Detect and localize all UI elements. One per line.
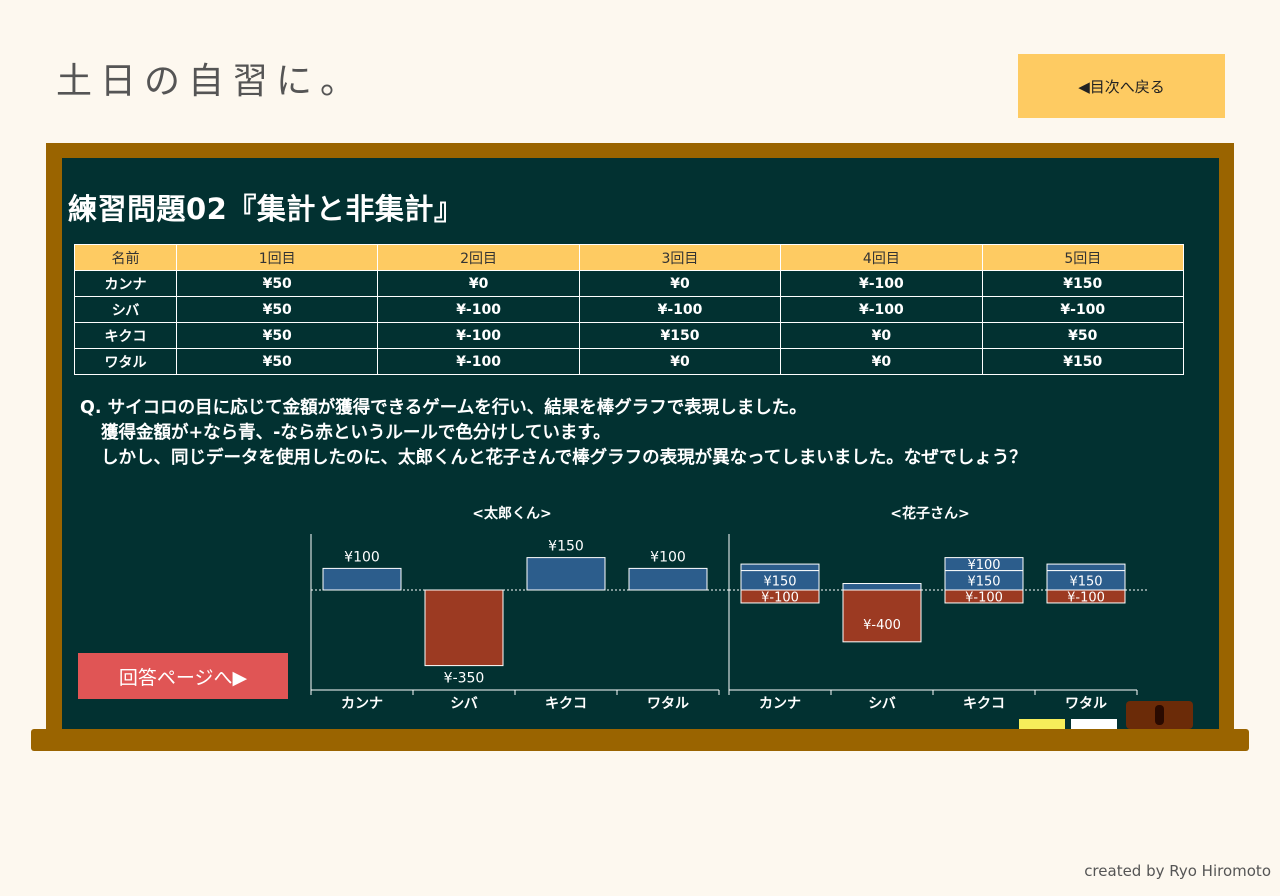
question-line: Q. サイコロの目に応じて金額が獲得できるゲームを行い、結果を棒グラフで表現しま… — [80, 398, 807, 418]
table-row: ワタル ¥50 ¥-100 ¥0 ¥0 ¥150 — [74, 348, 1185, 375]
table-cell: シバ — [74, 296, 177, 323]
table-cell: カンナ — [74, 270, 177, 297]
back-to-contents-button[interactable]: ◀目次へ戻る — [1018, 54, 1225, 118]
table-cell: ¥-100 — [981, 296, 1185, 323]
table-cell: ¥-100 — [780, 296, 983, 323]
table-header-row: 名前 1回目 2回目 3回目 4回目 5回目 — [74, 244, 1185, 271]
table-cell: ¥0 — [578, 348, 782, 375]
exercise-title: 練習問題02『集計と非集計』 — [68, 192, 464, 226]
answer-page-button[interactable]: 回答ページへ▶ — [78, 653, 288, 699]
column-header: 4回目 — [780, 244, 983, 271]
question-line: 獲得金額が+なら青、-なら赤というルールで色分けしています。 — [101, 423, 611, 443]
column-header: 1回目 — [175, 244, 379, 271]
table-cell: ¥0 — [578, 270, 782, 297]
table-cell: ¥150 — [981, 270, 1185, 297]
table-cell: ¥150 — [981, 348, 1185, 375]
table-cell: ワタル — [74, 348, 177, 375]
score-table: 名前 1回目 2回目 3回目 4回目 5回目 カンナ ¥50 ¥0 ¥0 ¥-1… — [74, 244, 1185, 375]
column-header: 3回目 — [578, 244, 782, 271]
table-cell: ¥-100 — [377, 348, 580, 375]
table-row: シバ ¥50 ¥-100 ¥-100 ¥-100 ¥-100 — [74, 296, 1185, 323]
credit-text: created by Ryo Hiromoto — [1084, 862, 1271, 880]
yellow-chalk-icon — [1019, 719, 1065, 729]
table-cell: ¥-100 — [377, 322, 580, 349]
table-cell: ¥50 — [175, 322, 379, 349]
question-line: しかし、同じデータを使用したのに、太郎くんと花子さんで棒グラフの表現が異なってし… — [101, 448, 1027, 468]
table-cell: ¥50 — [981, 322, 1185, 349]
question-text: Q. サイコロの目に応じて金額が獲得できるゲームを行い、結果を棒グラフで表現しま… — [80, 396, 1027, 471]
table-cell: ¥-100 — [578, 296, 782, 323]
table-cell: ¥50 — [175, 296, 379, 323]
column-header: 名前 — [74, 244, 177, 271]
eraser-handle — [1155, 705, 1164, 725]
table-cell: ¥0 — [780, 348, 983, 375]
table-cell: ¥50 — [175, 270, 379, 297]
white-chalk-icon — [1071, 719, 1117, 729]
chalk-tray — [31, 729, 1249, 751]
table-cell: ¥-100 — [377, 296, 580, 323]
table-cell: ¥0 — [377, 270, 580, 297]
column-header: 2回目 — [377, 244, 580, 271]
table-cell: ¥-100 — [780, 270, 983, 297]
table-row: キクコ ¥50 ¥-100 ¥150 ¥0 ¥50 — [74, 322, 1185, 349]
table-row: カンナ ¥50 ¥0 ¥0 ¥-100 ¥150 — [74, 270, 1185, 297]
table-cell: キクコ — [74, 322, 177, 349]
column-header: 5回目 — [981, 244, 1185, 271]
table-cell: ¥50 — [175, 348, 379, 375]
site-logo[interactable]: 土日の自習に。 — [56, 61, 365, 102]
table-cell: ¥0 — [780, 322, 983, 349]
table-cell: ¥150 — [578, 322, 782, 349]
